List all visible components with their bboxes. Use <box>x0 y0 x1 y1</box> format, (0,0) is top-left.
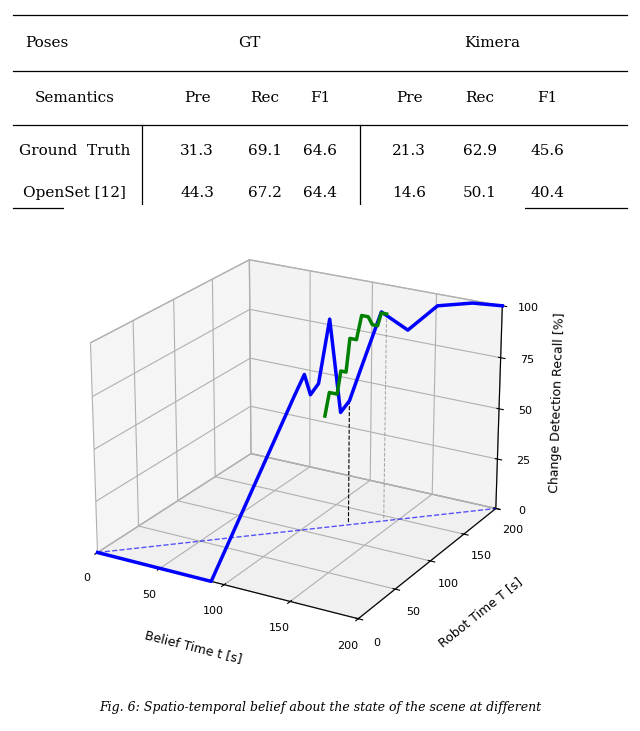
Text: 67.2: 67.2 <box>248 186 282 200</box>
Text: Fig. 6: Spatio-temporal belief about the state of the scene at different: Fig. 6: Spatio-temporal belief about the… <box>99 701 541 713</box>
Text: 50.1: 50.1 <box>463 186 497 200</box>
Text: Semantics: Semantics <box>35 91 114 105</box>
Y-axis label: Robot Time T [s]: Robot Time T [s] <box>436 575 525 650</box>
Text: Poses: Poses <box>25 36 68 50</box>
Text: 64.4: 64.4 <box>303 186 337 200</box>
Text: 40.4: 40.4 <box>531 186 564 200</box>
Text: GT: GT <box>238 36 260 50</box>
Text: 14.6: 14.6 <box>392 186 426 200</box>
Text: 45.6: 45.6 <box>531 144 564 158</box>
Text: Rec: Rec <box>250 91 279 105</box>
Text: F1: F1 <box>310 91 330 105</box>
Text: Rec: Rec <box>465 91 494 105</box>
Text: OpenSet [12]: OpenSet [12] <box>23 186 125 200</box>
Text: F1: F1 <box>537 91 557 105</box>
Text: 62.9: 62.9 <box>463 144 497 158</box>
Text: 69.1: 69.1 <box>248 144 282 158</box>
Text: Ground  Truth: Ground Truth <box>19 144 130 158</box>
X-axis label: Belief Time t [s]: Belief Time t [s] <box>144 629 243 665</box>
Text: 31.3: 31.3 <box>180 144 214 158</box>
Text: 21.3: 21.3 <box>392 144 426 158</box>
Text: Pre: Pre <box>396 91 422 105</box>
Text: 64.6: 64.6 <box>303 144 337 158</box>
Text: Pre: Pre <box>184 91 211 105</box>
Text: Kimera: Kimera <box>464 36 520 50</box>
Text: 44.3: 44.3 <box>180 186 214 200</box>
